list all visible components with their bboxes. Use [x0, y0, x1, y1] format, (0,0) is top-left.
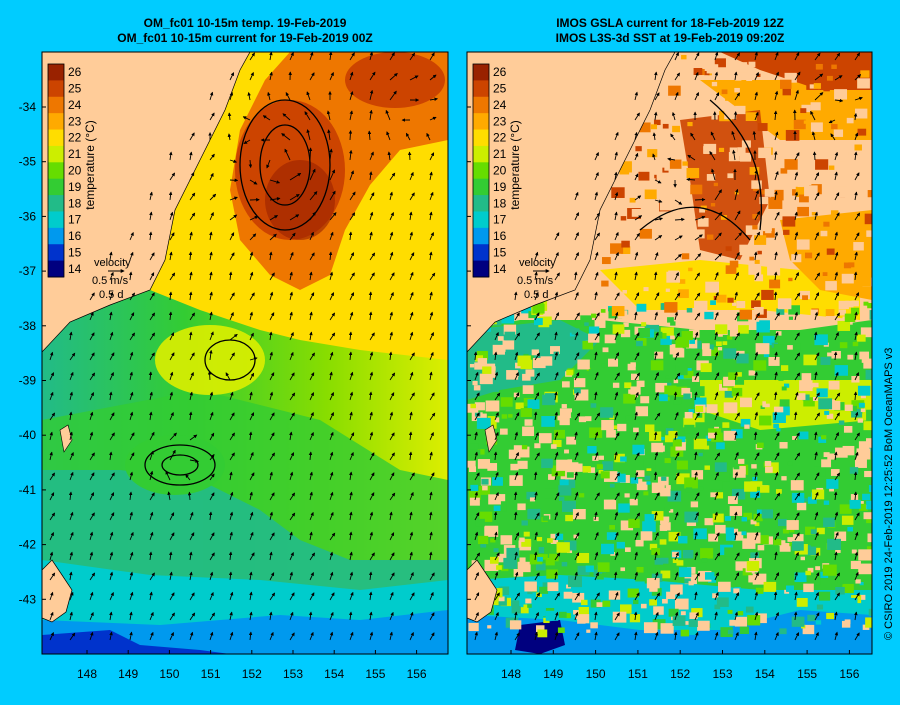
left-colorbar-label: temperature (°C) — [83, 120, 97, 210]
left-colorbar-swatch — [48, 261, 64, 278]
left-colorbar-swatch — [48, 179, 64, 196]
left-longitude-tick-label: 151 — [201, 667, 221, 681]
latitude-tick-label: -40 — [19, 428, 37, 442]
left-colorbar-swatch — [48, 146, 64, 163]
left-colorbar-swatch — [48, 80, 64, 97]
left-colorbar-swatch — [48, 97, 64, 114]
left-colorbar-tick: 22 — [68, 131, 82, 145]
latitude-tick-label: -43 — [19, 592, 37, 606]
right-longitude-tick-label: 152 — [670, 667, 690, 681]
left-longitude-tick-label: 148 — [77, 667, 97, 681]
right-longitude-tick-label: 155 — [797, 667, 817, 681]
latitude-tick-label: -39 — [19, 374, 37, 388]
right-colorbar-tick: 25 — [493, 82, 507, 96]
right-colorbar-tick: 21 — [493, 147, 507, 161]
right-colorbar-tick: 17 — [493, 213, 507, 227]
right-colorbar-tick: 24 — [493, 98, 507, 112]
right-colorbar-swatch — [473, 179, 489, 196]
latitude-tick-label: -42 — [19, 538, 37, 552]
latitude-tick-label: -34 — [19, 100, 37, 114]
left-map — [42, 52, 448, 654]
left-colorbar-swatch — [48, 130, 64, 147]
right-colorbar-label: temperature (°C) — [508, 120, 522, 210]
left-longitude-axis: 148 149 150 151 152 153 154 155 156 — [77, 650, 427, 681]
left-colorbar-swatch — [48, 64, 64, 81]
right-colorbar-swatch — [473, 211, 489, 228]
right-velocity-speed: 0.5 m/s — [517, 275, 554, 287]
left-longitude-tick-label: 153 — [283, 667, 303, 681]
latitude-tick-label: -38 — [19, 319, 37, 333]
left-longitude-tick-label: 150 — [159, 667, 179, 681]
left-colorbar-tick: 26 — [68, 65, 82, 79]
right-longitude-tick-label: 151 — [628, 667, 648, 681]
right-colorbar-tick: 15 — [493, 245, 507, 259]
left-colorbar-tick: 18 — [68, 196, 82, 210]
right-map — [467, 52, 882, 654]
left-colorbar-swatch — [48, 211, 64, 228]
right-longitude-tick-label: 156 — [839, 667, 859, 681]
left-colorbar-tick: 25 — [68, 82, 82, 96]
left-colorbar-tick: 24 — [68, 98, 82, 112]
right-colorbar-tick: 22 — [493, 131, 507, 145]
right-colorbar-swatch — [473, 244, 489, 261]
right-longitude-axis: 148 149 150 151 152 153 154 155 156 — [501, 650, 860, 681]
left-longitude-tick-label: 152 — [242, 667, 262, 681]
left-velocity-time: 0.5 d — [99, 289, 123, 301]
left-velocity-speed: 0.5 m/s — [92, 275, 129, 287]
left-colorbar-tick: 23 — [68, 114, 82, 128]
left-colorbar-tick: 14 — [68, 262, 82, 276]
right-title-line1: IMOS GSLA current for 18-Feb-2019 12Z — [556, 16, 784, 30]
right-colorbar-swatch — [473, 195, 489, 212]
latitude-tick-label: -41 — [19, 483, 37, 497]
right-colorbar-tick: 26 — [493, 65, 507, 79]
right-colorbar-swatch — [473, 130, 489, 147]
left-title-line1: OM_fc01 10-15m temp. 19-Feb-2019 — [144, 16, 347, 30]
left-longitude-tick-label: 149 — [118, 667, 138, 681]
right-colorbar-tick: 18 — [493, 196, 507, 210]
left-title-line2: OM_fc01 10-15m current for 19-Feb-2019 0… — [117, 31, 372, 45]
right-longitude-tick-label: 154 — [755, 667, 775, 681]
left-colorbar-tick: 19 — [68, 180, 82, 194]
left-longitude-tick-label: 155 — [365, 667, 385, 681]
right-colorbar-swatch — [473, 64, 489, 81]
right-longitude-tick-label: 153 — [712, 667, 732, 681]
left-colorbar-swatch — [48, 244, 64, 261]
left-colorbar-swatch — [48, 113, 64, 130]
latitude-tick-label: -35 — [19, 155, 37, 169]
left-colorbar-swatch — [48, 228, 64, 245]
right-colorbar-swatch — [473, 261, 489, 278]
left-colorbar-tick: 20 — [68, 164, 82, 178]
left-colorbar-tick: 17 — [68, 213, 82, 227]
right-colorbar-swatch — [473, 80, 489, 97]
left-colorbar-tick: 16 — [68, 229, 82, 243]
right-colorbar-swatch — [473, 162, 489, 179]
left-colorbar-swatch — [48, 195, 64, 212]
latitude-tick-label: -36 — [19, 209, 37, 223]
right-velocity-time: 0.5 d — [524, 289, 548, 301]
left-colorbar-tick: 15 — [68, 245, 82, 259]
latitude-tick-label: -37 — [19, 264, 37, 278]
right-colorbar-swatch — [473, 146, 489, 163]
left-longitude-tick-label: 156 — [407, 667, 427, 681]
right-velocity-label: velocity — [519, 257, 556, 269]
credit-text: © CSIRO 2019 24-Feb-2019 12:25:52 BoM Oc… — [883, 348, 895, 640]
right-longitude-tick-label: 148 — [501, 667, 521, 681]
left-longitude-tick-label: 154 — [324, 667, 344, 681]
left-colorbar-swatch — [48, 162, 64, 179]
right-colorbar-swatch — [473, 228, 489, 245]
right-colorbar-tick: 14 — [493, 262, 507, 276]
right-colorbar-swatch — [473, 113, 489, 130]
right-longitude-tick-label: 149 — [543, 667, 563, 681]
right-colorbar-swatch — [473, 97, 489, 114]
right-longitude-tick-label: 150 — [586, 667, 606, 681]
right-colorbar-tick: 19 — [493, 180, 507, 194]
left-velocity-label: velocity — [94, 257, 131, 269]
right-colorbar-tick: 23 — [493, 114, 507, 128]
left-colorbar-tick: 21 — [68, 147, 82, 161]
right-colorbar-tick: 20 — [493, 164, 507, 178]
right-title-line2: IMOS L3S-3d SST at 19-Feb-2019 09:20Z — [556, 31, 785, 45]
right-colorbar-tick: 16 — [493, 229, 507, 243]
